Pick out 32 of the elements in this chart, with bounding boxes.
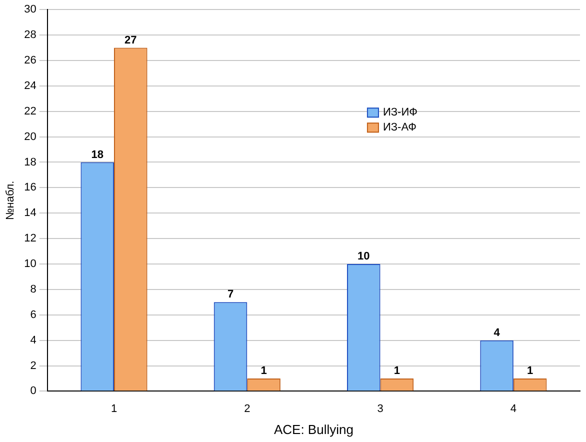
y-tick-label: 26 [24, 54, 36, 67]
data-label: 7 [227, 288, 234, 301]
data-label: 27 [124, 34, 137, 46]
data-label: 18 [91, 148, 104, 161]
y-tick-label: 12 [24, 232, 36, 245]
y-tick-label: 18 [24, 156, 36, 168]
y-tick-label: 24 [24, 80, 36, 92]
y-tick-label: 10 [24, 258, 36, 270]
x-tick-label: 4 [510, 402, 516, 415]
y-tick-label: 30 [24, 4, 36, 16]
y-tick-label: 22 [24, 105, 36, 118]
data-label: 1 [260, 365, 267, 378]
y-tick-label: 16 [24, 182, 36, 194]
x-tick-label: 2 [244, 402, 250, 415]
legend-label: ИЗ-АФ [382, 122, 417, 134]
y-axis-title: №набл. [4, 180, 17, 220]
data-label: 1 [394, 365, 400, 378]
data-label: 4 [494, 326, 501, 339]
data-label: 10 [358, 250, 370, 263]
y-tick-label: 6 [30, 308, 36, 321]
y-tick-label: 14 [24, 207, 36, 220]
x-tick-label: 1 [110, 402, 118, 415]
y-tick-label: 20 [24, 130, 36, 143]
y-tick-label: 28 [24, 29, 36, 42]
y-tick-label: 4 [30, 334, 36, 346]
y-tick-label: 8 [30, 283, 36, 296]
x-axis-title: ACE: Bullying [274, 422, 354, 437]
data-label: 1 [527, 365, 534, 378]
legend-label: ИЗ-ИФ [382, 106, 418, 119]
y-tick-label: 0 [30, 385, 36, 398]
x-tick-label: 3 [377, 402, 384, 415]
y-tick-label: 2 [30, 360, 36, 372]
